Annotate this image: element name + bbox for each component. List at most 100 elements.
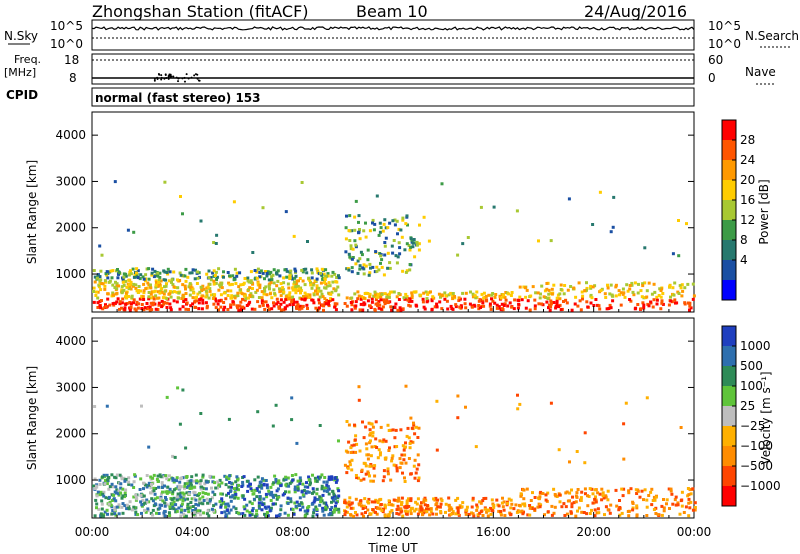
echo-cell (164, 284, 168, 288)
echo-cell (322, 308, 325, 312)
echo-cell (218, 283, 222, 287)
echo-cell (348, 496, 352, 500)
echo-cell (683, 301, 687, 305)
echo-cell (112, 493, 116, 497)
echo-cell (409, 509, 413, 513)
nave-dip-point (164, 73, 167, 76)
echo-cell (362, 301, 366, 305)
echo-cell (346, 450, 350, 454)
echo-cell (375, 194, 379, 198)
echo-cell (390, 503, 393, 507)
echo-cell (308, 293, 312, 297)
echo-cell (359, 478, 363, 482)
echo-cell (671, 252, 675, 256)
echo-cell (604, 296, 608, 299)
echo-cell (117, 512, 121, 516)
echo-cell (94, 294, 98, 297)
echo-cell (417, 242, 421, 246)
echo-cell (564, 505, 568, 509)
echo-cell (170, 498, 174, 502)
y-tick-label: 4000 (55, 334, 86, 348)
echo-cell (307, 475, 311, 479)
echo-cell (234, 294, 238, 298)
echo-cell (301, 270, 305, 274)
echo-cell (509, 512, 513, 516)
echo-cell (479, 306, 482, 309)
echo-cell (357, 230, 361, 234)
echo-cell (502, 500, 506, 504)
echo-cell (576, 488, 580, 491)
echo-cell (475, 503, 479, 507)
echo-cell (135, 300, 139, 304)
echo-cell (332, 510, 336, 514)
echo-cell (376, 501, 380, 504)
echo-cell (414, 303, 418, 307)
echo-cell (435, 305, 439, 309)
echo-cell (151, 303, 155, 307)
echo-cell (680, 294, 684, 298)
echo-cell (585, 286, 589, 290)
echo-cell (653, 498, 657, 502)
echo-cell (187, 308, 190, 311)
echo-cell (379, 226, 383, 230)
echo-cell (250, 513, 254, 517)
echo-cell (216, 486, 220, 490)
echo-cell (404, 504, 408, 508)
echo-cell (547, 306, 550, 310)
echo-cell (156, 474, 160, 478)
echo-cell (157, 281, 160, 284)
echo-cell (114, 485, 118, 489)
echo-cell (647, 304, 651, 308)
echo-cell (108, 303, 112, 307)
echo-cell (645, 505, 649, 509)
echo-cell (364, 221, 367, 225)
echo-cell (135, 267, 139, 271)
echo-cell (546, 491, 550, 495)
echo-cell (372, 228, 376, 232)
echo-cell (143, 483, 147, 487)
echo-cell (383, 456, 387, 460)
echo-cell (393, 436, 397, 440)
echo-cell (421, 297, 425, 301)
echo-cell (497, 509, 501, 513)
echo-cell (105, 404, 109, 408)
echo-cell (115, 287, 119, 291)
echo-cell (570, 502, 574, 506)
echo-cell (253, 488, 257, 492)
echo-cell (104, 303, 107, 307)
echo-cell (228, 283, 232, 287)
echo-cell (222, 291, 226, 295)
echo-cell (404, 270, 408, 274)
echo-cell (232, 302, 236, 306)
echo-cell (175, 476, 179, 480)
echo-cell (183, 486, 186, 490)
echo-cell (314, 479, 318, 483)
echo-cell (181, 293, 185, 297)
echo-cell (298, 307, 301, 311)
echo-cell (626, 289, 630, 293)
echo-cell (323, 277, 327, 281)
echo-cell (354, 262, 358, 266)
echo-cell (665, 498, 669, 502)
echo-cell (154, 487, 158, 490)
echo-cell (290, 507, 293, 511)
echo-cell (202, 499, 206, 502)
echo-cell (251, 492, 255, 496)
echo-cell (132, 275, 136, 279)
echo-cell (643, 488, 647, 492)
echo-cell (219, 505, 223, 509)
echo-cell (219, 285, 223, 289)
echo-cell (298, 508, 302, 512)
echo-cell (628, 284, 632, 287)
echo-cell (634, 488, 638, 492)
echo-cell (287, 286, 291, 290)
echo-cell (256, 475, 260, 479)
echo-cell (631, 506, 635, 510)
echo-cell (320, 292, 324, 296)
echo-cell (265, 495, 269, 499)
echo-cell (101, 492, 105, 496)
echo-cell (550, 292, 554, 296)
echo-cell (393, 445, 397, 449)
echo-cell (369, 431, 373, 435)
echo-cell (369, 463, 373, 466)
